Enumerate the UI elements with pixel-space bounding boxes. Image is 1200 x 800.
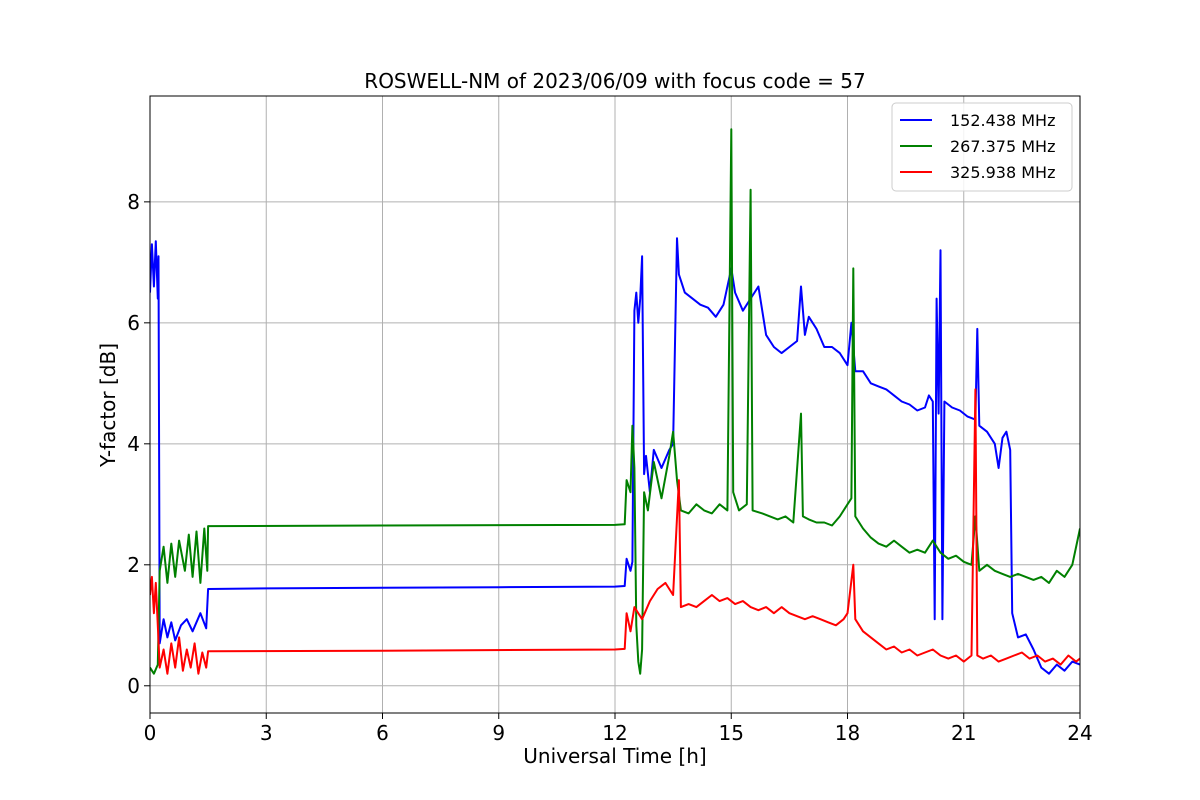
legend-box [891,102,1073,192]
x-tick-label: 12 [602,721,627,745]
legend-label: 267.375 MHz [950,137,1055,156]
x-tick-label: 9 [492,721,505,745]
y-tick-label: 2 [127,553,140,577]
x-tick-label: 15 [719,721,744,745]
y-tick-label: 4 [127,432,140,456]
x-tick-label: 21 [951,721,976,745]
series-line-1 [150,237,1080,675]
y-tick-label: 8 [127,190,140,214]
x-tick-label: 6 [376,721,389,745]
x-tick-label: 18 [835,721,860,745]
y-tick-label: 6 [127,311,140,335]
series-line-3 [150,388,1080,675]
x-tick-label: 3 [260,721,273,745]
y-axis-label: Y-factor [dB] [96,343,120,468]
legend: 152.438 MHz 267.375 MHz 325.938 MHz [891,102,1073,192]
x-tick-label: 0 [144,721,157,745]
legend-label: 152.438 MHz [950,111,1055,130]
x-tick-label: 24 [1067,721,1092,745]
x-axis-label: Universal Time [h] [523,744,706,768]
chart-title: ROSWELL-NM of 2023/06/09 with focus code… [364,69,865,93]
legend-label: 325.938 MHz [950,163,1055,182]
series-line-2 [150,128,1080,675]
series-layer [150,128,1080,675]
y-tick-label: 0 [127,674,140,698]
